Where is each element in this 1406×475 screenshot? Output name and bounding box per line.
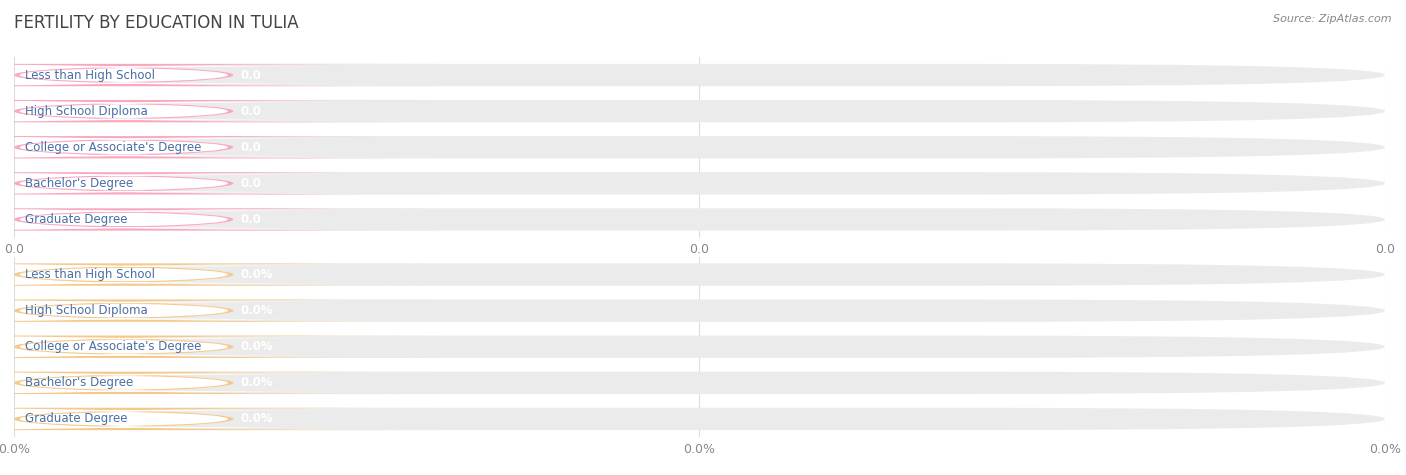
Text: 0.0: 0.0 bbox=[240, 104, 262, 118]
Text: Bachelor's Degree: Bachelor's Degree bbox=[25, 376, 134, 390]
FancyBboxPatch shape bbox=[14, 100, 1385, 123]
FancyBboxPatch shape bbox=[0, 299, 439, 322]
Text: Graduate Degree: Graduate Degree bbox=[25, 213, 128, 226]
FancyBboxPatch shape bbox=[0, 136, 439, 159]
FancyBboxPatch shape bbox=[0, 210, 360, 228]
FancyBboxPatch shape bbox=[14, 64, 1385, 86]
FancyBboxPatch shape bbox=[0, 408, 439, 430]
Text: Less than High School: Less than High School bbox=[25, 268, 155, 281]
FancyBboxPatch shape bbox=[0, 100, 439, 123]
Text: Bachelor's Degree: Bachelor's Degree bbox=[25, 177, 134, 190]
Text: 0.0: 0.0 bbox=[240, 213, 262, 226]
Text: College or Associate's Degree: College or Associate's Degree bbox=[25, 340, 201, 353]
Text: 0.0%: 0.0% bbox=[240, 340, 273, 353]
Text: 0.0: 0.0 bbox=[240, 141, 262, 154]
Text: College or Associate's Degree: College or Associate's Degree bbox=[25, 141, 201, 154]
FancyBboxPatch shape bbox=[0, 371, 439, 394]
FancyBboxPatch shape bbox=[0, 302, 360, 320]
FancyBboxPatch shape bbox=[0, 102, 360, 120]
FancyBboxPatch shape bbox=[0, 64, 439, 86]
Text: FERTILITY BY EDUCATION IN TULIA: FERTILITY BY EDUCATION IN TULIA bbox=[14, 14, 298, 32]
Text: Graduate Degree: Graduate Degree bbox=[25, 412, 128, 426]
FancyBboxPatch shape bbox=[0, 335, 439, 358]
FancyBboxPatch shape bbox=[14, 299, 1385, 322]
FancyBboxPatch shape bbox=[14, 172, 1385, 195]
Text: Less than High School: Less than High School bbox=[25, 68, 155, 82]
Text: High School Diploma: High School Diploma bbox=[25, 104, 148, 118]
FancyBboxPatch shape bbox=[0, 138, 360, 156]
FancyBboxPatch shape bbox=[0, 66, 360, 84]
FancyBboxPatch shape bbox=[0, 338, 360, 356]
Text: 0.0%: 0.0% bbox=[240, 268, 273, 281]
FancyBboxPatch shape bbox=[0, 208, 439, 231]
FancyBboxPatch shape bbox=[0, 374, 360, 392]
Text: 0.0%: 0.0% bbox=[240, 412, 273, 426]
Text: 0.0%: 0.0% bbox=[240, 376, 273, 390]
FancyBboxPatch shape bbox=[0, 410, 360, 428]
FancyBboxPatch shape bbox=[14, 335, 1385, 358]
FancyBboxPatch shape bbox=[14, 371, 1385, 394]
FancyBboxPatch shape bbox=[14, 263, 1385, 286]
FancyBboxPatch shape bbox=[0, 172, 439, 195]
Text: Source: ZipAtlas.com: Source: ZipAtlas.com bbox=[1274, 14, 1392, 24]
FancyBboxPatch shape bbox=[0, 266, 360, 284]
Text: High School Diploma: High School Diploma bbox=[25, 304, 148, 317]
FancyBboxPatch shape bbox=[0, 263, 439, 286]
FancyBboxPatch shape bbox=[14, 136, 1385, 159]
Text: 0.0: 0.0 bbox=[240, 177, 262, 190]
FancyBboxPatch shape bbox=[14, 208, 1385, 231]
FancyBboxPatch shape bbox=[14, 408, 1385, 430]
Text: 0.0%: 0.0% bbox=[240, 304, 273, 317]
FancyBboxPatch shape bbox=[0, 174, 360, 192]
Text: 0.0: 0.0 bbox=[240, 68, 262, 82]
